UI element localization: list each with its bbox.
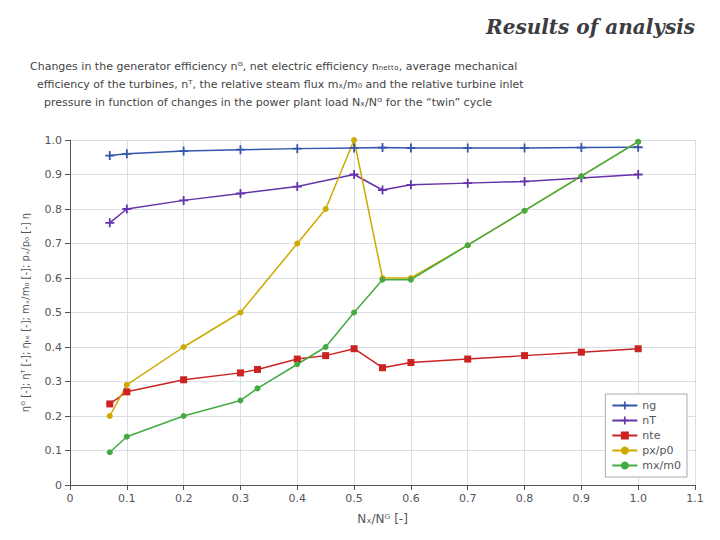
- svg-text:pressure in function of change: pressure in function of changes in the p…: [30, 96, 492, 109]
- svg-text:0.2: 0.2: [45, 410, 63, 423]
- svg-text:0.4: 0.4: [45, 341, 63, 354]
- svg-text:ηᴳ [-]; ηᵀ [-]; ηₜₑ [-]; mₓ/m₀: ηᴳ [-]; ηᵀ [-]; ηₜₑ [-]; mₓ/m₀ [-]; pₓ/p…: [20, 213, 31, 412]
- svg-text:0.8: 0.8: [516, 492, 534, 505]
- svg-text:efficiency of the turbines, nᵀ: efficiency of the turbines, nᵀ, the rela…: [30, 78, 524, 91]
- svg-text:Results of analysis: Results of analysis: [485, 15, 695, 39]
- svg-text:0.4: 0.4: [289, 492, 307, 505]
- svg-text:1.1: 1.1: [686, 492, 704, 505]
- svg-text:px/p0: px/p0: [642, 444, 673, 457]
- svg-text:0.7: 0.7: [45, 237, 63, 250]
- svg-text:0: 0: [67, 492, 74, 505]
- svg-text:0.6: 0.6: [45, 272, 63, 285]
- svg-text:ng: ng: [642, 399, 656, 412]
- svg-text:nte: nte: [642, 429, 660, 442]
- svg-text:0.8: 0.8: [45, 203, 63, 216]
- svg-text:0.7: 0.7: [459, 492, 477, 505]
- svg-text:0.1: 0.1: [45, 444, 63, 457]
- svg-text:0.2: 0.2: [175, 492, 193, 505]
- svg-text:Nₓ/Nᴳ [-]: Nₓ/Nᴳ [-]: [357, 512, 408, 526]
- svg-text:mx/m0: mx/m0: [642, 459, 681, 472]
- svg-text:1.0: 1.0: [629, 492, 647, 505]
- svg-text:0.3: 0.3: [232, 492, 250, 505]
- svg-text:0.9: 0.9: [45, 168, 63, 181]
- svg-text:0.3: 0.3: [45, 375, 63, 388]
- svg-text:Changes in the generator effic: Changes in the generator efficiency nᴳ, …: [30, 60, 517, 73]
- svg-text:nT: nT: [642, 414, 656, 427]
- svg-text:0: 0: [55, 479, 62, 492]
- svg-text:1.0: 1.0: [45, 134, 63, 147]
- svg-text:0.5: 0.5: [345, 492, 363, 505]
- svg-text:0.5: 0.5: [45, 306, 63, 319]
- svg-text:0.1: 0.1: [118, 492, 136, 505]
- svg-text:0.6: 0.6: [402, 492, 420, 505]
- svg-text:0.9: 0.9: [573, 492, 591, 505]
